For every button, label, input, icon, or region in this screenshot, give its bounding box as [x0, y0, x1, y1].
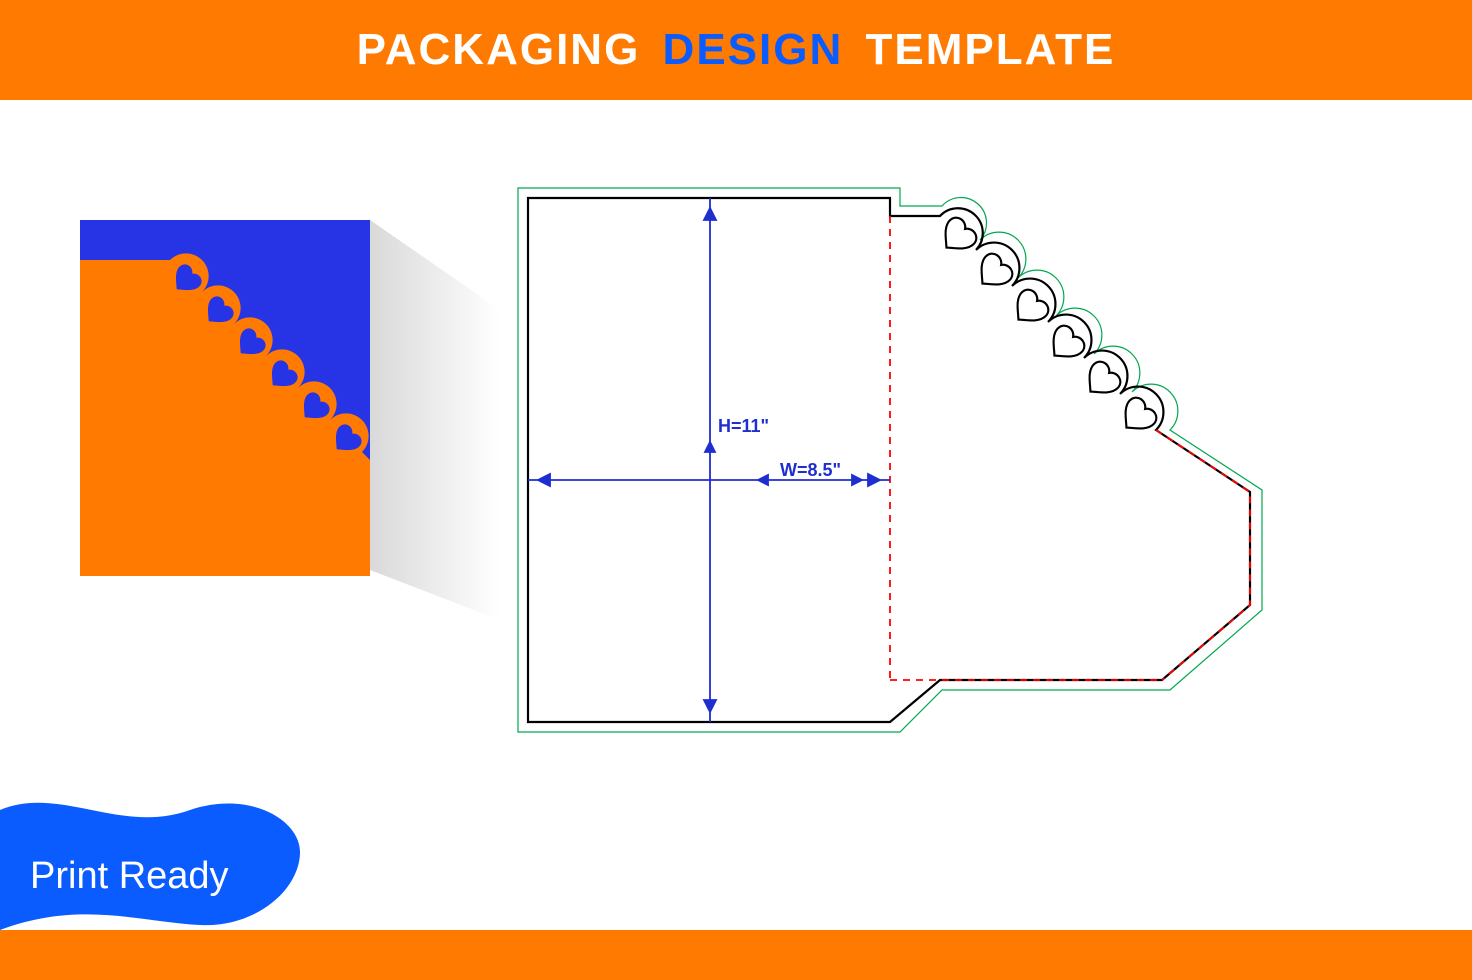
width-label: W=8.5": [780, 460, 841, 480]
product-mockup: [80, 220, 500, 620]
header-word-2: DESIGN: [663, 25, 844, 74]
header-bar: PACKAGING DESIGN TEMPLATE: [0, 0, 1472, 100]
header-word-3: TEMPLATE: [865, 25, 1115, 74]
header-title: PACKAGING DESIGN TEMPLATE: [357, 25, 1116, 75]
dieline-template: H=11" W=8.5": [510, 180, 1270, 740]
height-label: H=11": [718, 416, 769, 436]
header-word-1: PACKAGING: [357, 25, 641, 74]
print-ready-label: Print Ready: [30, 855, 229, 898]
print-ready-badge: Print Ready: [0, 790, 320, 930]
